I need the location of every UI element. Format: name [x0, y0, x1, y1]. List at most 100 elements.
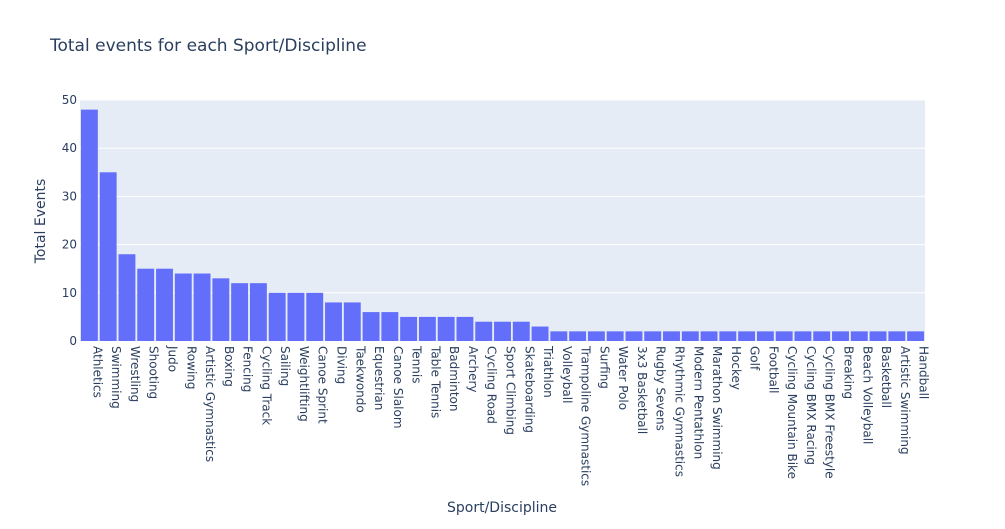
- x-tick-label: Athletics: [90, 346, 104, 398]
- x-tick-label: Artistic Gymnastics: [203, 346, 217, 462]
- bar[interactable]: [99, 172, 117, 341]
- bar[interactable]: [625, 331, 643, 341]
- bar[interactable]: [681, 331, 699, 341]
- x-tick-label: Sport Climbing: [504, 346, 518, 435]
- bar[interactable]: [869, 331, 887, 341]
- x-tick-label: Surfing: [597, 346, 611, 389]
- x-tick-label: Cycling Road: [485, 346, 499, 424]
- bar[interactable]: [325, 302, 342, 341]
- bar[interactable]: [663, 331, 680, 341]
- x-tick-label: Marathon Swimming: [710, 346, 724, 470]
- bar[interactable]: [381, 312, 399, 341]
- y-tick-label: 30: [62, 189, 77, 203]
- x-axis-label: Sport/Discipline: [447, 500, 557, 516]
- x-tick-label: Volleyball: [560, 346, 574, 403]
- bar[interactable]: [156, 268, 173, 341]
- x-tick-label: Trampoline Gymnastics: [579, 345, 593, 486]
- x-tick-label: Beach Volleyball: [860, 346, 874, 444]
- bar[interactable]: [813, 331, 831, 341]
- bar[interactable]: [719, 331, 737, 341]
- x-tick-label: Water Polo: [616, 346, 630, 410]
- x-tick-label: Weightlifting: [297, 346, 311, 422]
- bar[interactable]: [644, 331, 662, 341]
- bar[interactable]: [418, 316, 436, 341]
- x-tick-label: Canoe Slalom: [391, 346, 405, 429]
- x-tick-label: Cycling Mountain Bike: [785, 346, 799, 479]
- x-tick-label: Taekwondo: [353, 345, 367, 413]
- bar[interactable]: [907, 331, 925, 341]
- x-tick-label: Canoe Sprint: [316, 346, 330, 424]
- y-tick-label: 40: [62, 141, 77, 155]
- bar[interactable]: [494, 321, 511, 341]
- x-tick-label: Basketball: [879, 346, 893, 408]
- x-tick-label: Hockey: [729, 346, 743, 390]
- bar[interactable]: [475, 321, 493, 341]
- bar[interactable]: [512, 321, 530, 341]
- x-tick-label: Golf: [748, 346, 762, 371]
- x-tick-label: Archery: [466, 346, 480, 393]
- x-tick-label: Shooting: [147, 346, 161, 399]
- bar[interactable]: [118, 254, 136, 341]
- y-tick-label: 50: [62, 93, 77, 107]
- bar[interactable]: [531, 326, 549, 341]
- x-tick-label: Wrestling: [128, 346, 142, 402]
- x-tick-label: Sailing: [278, 346, 292, 386]
- x-tick-label: Diving: [335, 346, 349, 384]
- bar[interactable]: [231, 283, 249, 341]
- x-tick-label: Modern Pentathlon: [691, 346, 705, 459]
- y-axis-label: Total Events: [33, 179, 49, 265]
- bars: [80, 109, 925, 341]
- chart-title: Total events for each Sport/Discipline: [49, 36, 367, 56]
- bar[interactable]: [756, 331, 774, 341]
- bar[interactable]: [362, 312, 380, 341]
- x-tick-label: Boxing: [222, 346, 236, 387]
- bar[interactable]: [794, 331, 812, 341]
- bar[interactable]: [775, 331, 793, 341]
- x-tick-label: Equestrian: [372, 346, 386, 410]
- x-tick-label: Skateboarding: [522, 346, 536, 433]
- bar[interactable]: [400, 316, 418, 341]
- bar[interactable]: [80, 109, 98, 341]
- x-tick-label: Tennis: [410, 345, 424, 383]
- bar[interactable]: [137, 268, 155, 341]
- bar[interactable]: [569, 331, 587, 341]
- x-tick-label: Badminton: [447, 346, 461, 411]
- x-tick-label: Rowing: [184, 346, 198, 390]
- bar[interactable]: [268, 292, 286, 341]
- bar[interactable]: [174, 273, 192, 341]
- bar[interactable]: [587, 331, 605, 341]
- y-axis-ticks: 0 10 20 30 40 50: [62, 93, 77, 348]
- x-tick-label: Table Tennis: [428, 345, 442, 418]
- bar[interactable]: [738, 331, 756, 341]
- bar[interactable]: [306, 292, 324, 341]
- bar[interactable]: [700, 331, 718, 341]
- bar[interactable]: [550, 331, 568, 341]
- bar[interactable]: [832, 331, 849, 341]
- x-tick-label: Triathlon: [541, 345, 555, 398]
- x-tick-label: Breaking: [842, 346, 856, 399]
- x-tick-label: Football: [766, 346, 780, 394]
- bar[interactable]: [212, 278, 230, 341]
- bar[interactable]: [437, 316, 455, 341]
- x-tick-label: Fencing: [241, 346, 255, 392]
- bar[interactable]: [249, 283, 267, 341]
- x-tick-label: Judo: [166, 345, 180, 372]
- x-tick-label: Artistic Swimming: [898, 346, 912, 455]
- bar[interactable]: [850, 331, 868, 341]
- bar[interactable]: [456, 316, 474, 341]
- x-tick-label: Cycling Track: [259, 346, 273, 425]
- bar[interactable]: [606, 331, 624, 341]
- x-tick-label: Swimming: [109, 346, 123, 409]
- x-tick-label: Rugby Sevens: [654, 346, 668, 431]
- x-tick-label: 3x3 Basketball: [635, 346, 649, 434]
- x-tick-label: Cycling BMX Freestyle: [823, 346, 837, 479]
- bar[interactable]: [193, 273, 211, 341]
- bar[interactable]: [888, 331, 906, 341]
- bar[interactable]: [343, 302, 361, 341]
- y-tick-label: 10: [62, 286, 77, 300]
- x-tick-label: Handball: [917, 346, 931, 399]
- y-tick-label: 0: [69, 334, 77, 348]
- bar[interactable]: [287, 292, 305, 341]
